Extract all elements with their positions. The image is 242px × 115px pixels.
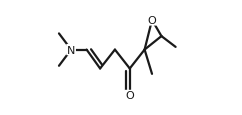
Text: O: O — [125, 91, 134, 101]
Text: N: N — [67, 45, 75, 55]
Text: O: O — [148, 16, 156, 26]
